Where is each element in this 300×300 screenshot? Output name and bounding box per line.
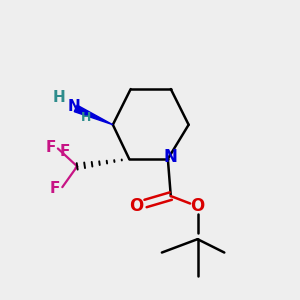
Text: O: O [190, 197, 205, 215]
Text: O: O [130, 197, 144, 215]
Text: F: F [60, 144, 70, 159]
Polygon shape [74, 105, 113, 125]
Text: H: H [81, 111, 91, 124]
Text: N: N [163, 148, 177, 166]
Text: H: H [53, 91, 66, 106]
Text: N: N [68, 99, 81, 114]
Text: F: F [50, 181, 60, 196]
Text: F: F [45, 140, 56, 154]
